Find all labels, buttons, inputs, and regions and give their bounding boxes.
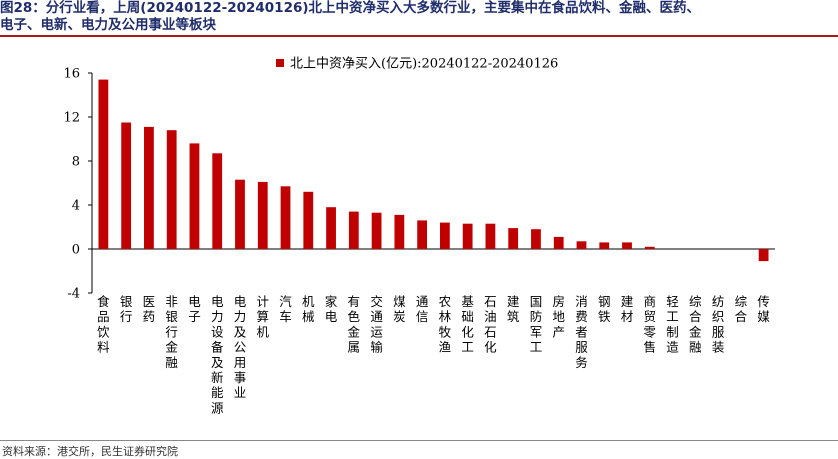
chart-title: 图28：分行业看，上周(20240122-20240126)北上中资净买入大多数… [0, 0, 838, 34]
x-category-label: 有色金属 [348, 294, 361, 355]
x-category-label: 传媒 [757, 294, 770, 324]
bar [189, 143, 200, 249]
footer-divider [0, 440, 838, 441]
bar [508, 228, 519, 249]
bar [576, 241, 587, 249]
bar [644, 246, 655, 249]
bar [235, 179, 245, 249]
bar [303, 191, 314, 249]
bar [462, 223, 473, 249]
x-category-label: 通信 [416, 294, 429, 324]
bar [417, 220, 428, 249]
x-category-label: 建筑 [507, 294, 520, 324]
title-divider [0, 35, 838, 37]
chart-title-line-1: 图28：分行业看，上周(20240122-20240126)北上中资净买入大多数… [0, 0, 701, 16]
bar [394, 214, 405, 249]
bar [599, 242, 610, 249]
y-tick-label: -4 [67, 287, 80, 302]
bar [371, 212, 382, 249]
x-category-label: 汽车 [279, 294, 292, 324]
y-tick-label: 0 [72, 243, 80, 258]
x-category-label: 电力及公用事业 [234, 294, 247, 400]
x-category-label: 国防军工 [530, 294, 543, 355]
x-category-label: 银行 [120, 294, 133, 324]
y-tick-label: 8 [72, 155, 80, 170]
x-category-label: 纺织服装 [712, 294, 725, 355]
x-category-label: 电力设备及新能源 [211, 294, 224, 415]
x-category-label: 食品饮料 [97, 294, 110, 355]
x-category-label: 家电 [325, 294, 338, 324]
bar [348, 211, 359, 249]
x-category-label: 农林牧渔 [439, 294, 452, 355]
bar [166, 130, 177, 249]
x-category-label: 煤炭 [393, 294, 406, 324]
x-category-label: 非银行金融 [165, 294, 178, 370]
x-category-label: 轻工制造 [666, 294, 679, 355]
bar [257, 181, 268, 249]
x-category-label: 电子 [188, 294, 201, 324]
x-category-label: 消费者服务 [575, 294, 588, 370]
y-tick-label: 16 [63, 67, 80, 82]
y-tick-label: 12 [63, 111, 80, 126]
chart-title-line-2: 电子、电新、电力及公用事业等板块 [0, 17, 216, 33]
x-category-label: 基础化工 [461, 294, 474, 355]
x-category-label: 机械 [302, 294, 315, 324]
bar [758, 249, 769, 262]
x-category-label: 计算机 [256, 294, 269, 339]
bar [121, 122, 132, 249]
x-category-label: 综合 [735, 294, 748, 324]
x-category-label: 石油石化 [484, 294, 497, 355]
bar [485, 223, 496, 249]
bar [553, 236, 564, 249]
bar [622, 242, 632, 249]
bar-chart: 16 12 8 4 0 -4 食品饮料银行医药非银行金融电子电力设备及新能源电力及公用事业计… [63, 57, 775, 415]
legend-swatch [276, 59, 284, 67]
bar [98, 79, 109, 249]
bar [439, 222, 450, 249]
y-tick-label: 4 [72, 199, 80, 214]
source-note: 资料来源：港交所，民生证券研究院 [2, 445, 178, 458]
x-category-label: 综合金融 [689, 294, 702, 355]
legend-label: 北上中资净买入(亿元):20240122-20240126 [290, 57, 558, 72]
bar [212, 153, 223, 249]
x-category-label: 建材 [621, 294, 634, 324]
x-category-label: 医药 [143, 294, 156, 324]
x-category-label: 交通运输 [370, 294, 383, 355]
x-category-label: 钢铁 [598, 294, 611, 324]
bar [144, 126, 154, 249]
bar [531, 229, 541, 249]
bar [280, 186, 291, 249]
bar [326, 207, 336, 249]
x-category-label: 房地产 [552, 294, 565, 339]
x-category-label: 商贸零售 [644, 294, 657, 355]
